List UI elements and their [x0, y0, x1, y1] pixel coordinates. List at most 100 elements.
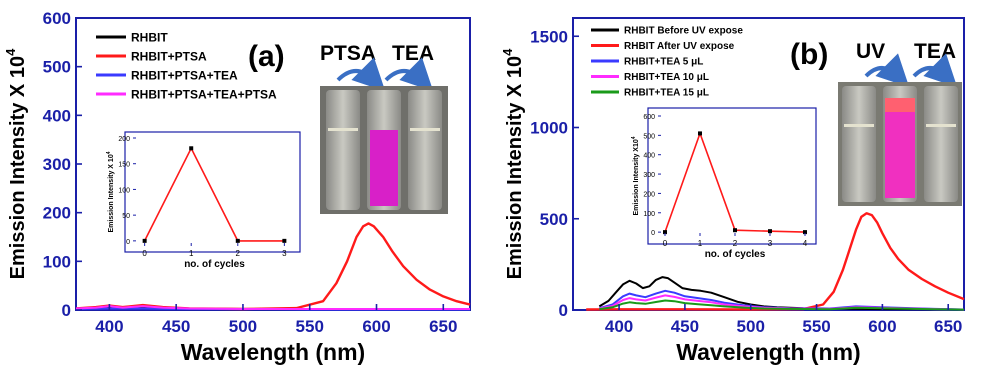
inset-y-tick-label: 500 [643, 133, 655, 140]
x-tick-label: 400 [95, 317, 123, 336]
inset-y-tick-label: 600 [643, 114, 655, 121]
inset-point [768, 229, 772, 234]
x-axis-label: Wavelength (nm) [181, 339, 365, 365]
arrow-icon [384, 57, 434, 92]
y-tick-label: 400 [43, 106, 71, 125]
y-tick-label: 200 [43, 204, 71, 223]
inset-series-line [143, 146, 285, 242]
panel-a: 400 450 500 550 600 6500100200300400500600Wav… [3, 9, 471, 365]
y-axis-label-sup: 4 [3, 48, 18, 56]
y-tick-label: 500 [43, 58, 71, 77]
inset-x-tick-label: 3 [768, 239, 773, 248]
series-line [599, 299, 965, 311]
vials-photo-a [320, 86, 448, 214]
inset-x-tick-label: 3 [282, 249, 287, 258]
y-axis-label: Emission Intensity X 104 [3, 48, 29, 279]
annotation-tea-a: TEA [392, 42, 434, 65]
x-tick-label: 550 [802, 317, 830, 336]
ticks-group-a: 400 450 500 550 600 6500100200300400500600Wav… [3, 9, 457, 365]
inset-x-label: no. of cycles [184, 259, 245, 270]
inset-group-b: 0 1 2 3 4 0 100 200 300 400 500 600 no. of cycles Emi… [631, 114, 808, 260]
y-axis-label-sup: 4 [500, 48, 515, 56]
legend-a: RHBIT RHBIT+PTSA RHBIT+PTSA+TEA RHBIT+PTSA+… [96, 30, 277, 101]
x-tick-label: 450 [671, 317, 699, 336]
legend-label: RHBIT+PTSA+TEA+PTSA [131, 87, 277, 101]
arrow-icon [912, 53, 958, 88]
inset-point [235, 238, 240, 243]
inset-y-tick-label: 200 [643, 191, 655, 198]
x-tick-label: 500 [737, 317, 765, 336]
inset-x-tick-label: 0 [142, 249, 147, 258]
inset-x-tick-label: 1 [698, 239, 703, 248]
y-tick-label: 600 [43, 9, 71, 28]
arrow-icon [336, 57, 386, 92]
ticks-group-b: 400 450 500 550 600 650050010001500Wavelength… [500, 27, 962, 365]
inset-point [189, 146, 194, 151]
annotation-ptsa: PTSA [320, 42, 376, 65]
inset-y-tick-label: 150 [118, 162, 130, 169]
legend-label: RHBIT+TEA 5 μL [624, 57, 703, 68]
series-line [598, 276, 962, 311]
inset-y-tick-label: 100 [118, 187, 130, 194]
inset-y-label-sup: 4 [106, 151, 112, 154]
inset-group-a: 0 1 2 3 0 50 100 150 200 no. of cycles Emission In… [106, 136, 287, 270]
legend-label: RHBIT+PTSA [131, 49, 207, 63]
inset-y-tick-label: 0 [126, 239, 130, 246]
inset-x-tick-label: 0 [663, 239, 668, 248]
inset-y-tick-label: 50 [122, 213, 130, 220]
legend-label: RHBIT+TEA 15 μL [624, 88, 709, 99]
x-tick-label: 600 [868, 317, 896, 336]
inset-y-tick-label: 400 [643, 153, 655, 160]
inset-y-tick-label: 300 [643, 172, 655, 179]
legend-label: RHBIT After UV expose [624, 41, 735, 52]
y-tick-label: 1000 [530, 119, 568, 138]
x-tick-label: 400 [605, 317, 633, 336]
vials-photo-b [838, 82, 962, 206]
inset-y-tick-label: 100 [643, 211, 655, 218]
arrow-icon [864, 53, 910, 88]
inset-point [663, 230, 667, 235]
x-axis-label: Wavelength (nm) [676, 339, 860, 365]
panel-label-b: (b) [790, 38, 828, 71]
y-tick-label: 500 [540, 210, 568, 229]
legend-label: RHBIT Before UV expose [624, 26, 743, 37]
y-tick-label: 100 [43, 252, 71, 271]
legend-b: RHBIT Before UV expose RHBIT After UV exp… [591, 26, 743, 99]
series-line [75, 305, 470, 310]
inset-point [803, 230, 807, 235]
x-tick-label: 600 [362, 317, 390, 336]
x-tick-label: 650 [429, 317, 457, 336]
inset-x-label: no. of cycles [705, 249, 766, 260]
x-tick-label: 550 [296, 317, 324, 336]
inset-point [142, 238, 147, 243]
x-tick-label: 500 [229, 317, 257, 336]
inset-x-tick-label: 2 [733, 239, 738, 248]
y-tick-label: 300 [43, 155, 71, 174]
inset-y-label-sup: 4 [631, 136, 637, 139]
series-group-b [586, 212, 965, 311]
y-axis-label: Emission Intensity X 104 [500, 48, 526, 279]
inset-y-label: Emission Intensity X104 [631, 136, 640, 215]
legend-label: RHBIT+PTSA+TEA [131, 68, 238, 82]
x-tick-label: 450 [162, 317, 190, 336]
inset-x-tick-label: 2 [236, 249, 241, 258]
inset-point [282, 238, 287, 243]
y-tick-label: 0 [559, 301, 568, 320]
panel-b: 400 450 500 550 600 650050010001500Wavelength… [500, 17, 965, 365]
panel-label-a: (a) [248, 40, 285, 73]
y-tick-label: 0 [62, 301, 71, 320]
inset-y-tick-label: 0 [651, 230, 655, 237]
legend-label: RHBIT+TEA 10 μL [624, 72, 709, 83]
x-tick-label: 650 [934, 317, 962, 336]
y-tick-label: 1500 [530, 27, 568, 46]
inset-x-tick-label: 4 [803, 239, 808, 248]
inset-y-tick-label: 200 [118, 136, 130, 143]
annotation-tea-b: TEA [914, 40, 956, 63]
annotation-uv: UV [856, 40, 885, 63]
inset-x-tick-label: 1 [189, 249, 194, 258]
inset-point [698, 131, 702, 136]
inset-point [733, 228, 737, 233]
legend-label: RHBIT [131, 30, 168, 44]
inset-y-label: Emission Intensity X 104 [106, 151, 115, 232]
